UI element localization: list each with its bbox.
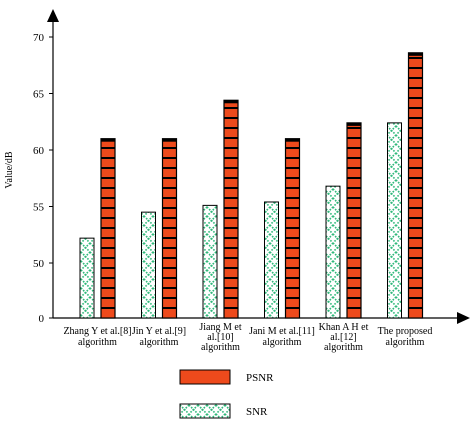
y-tick-label: 55: [33, 202, 45, 214]
bar-snr-6: [387, 122, 402, 319]
bar-psnr-cap: [101, 138, 115, 142]
category-label-line: The proposed: [378, 326, 433, 337]
category-label-line: algorithm: [78, 337, 117, 348]
category-label-line: algorithm: [386, 337, 425, 348]
category-label: Zhang Y et al.[8] algorithm: [63, 326, 131, 348]
category-label-line: al.[10]: [207, 332, 233, 343]
category-label-line: algorithm: [324, 342, 363, 353]
category-label-line: algorithm: [201, 342, 240, 353]
bar-snr-3: [202, 204, 218, 319]
category-label-line: Jiang M et: [199, 322, 241, 333]
x-axis-arrow-icon: [457, 312, 470, 324]
bar-snr-1: [79, 237, 95, 319]
bar-snr-4: [264, 201, 279, 319]
category-label: Khan A H et al.[12] algorithm: [319, 322, 369, 353]
y-axis-arrow-icon: [47, 9, 59, 22]
legend-swatch-snr: [179, 403, 231, 419]
category-label-line: algorithm: [263, 337, 302, 348]
y-tick-label: 60: [33, 145, 45, 157]
y-tick-label: 0: [39, 313, 45, 325]
category-label-line: Jin Y et al.[9]: [132, 326, 186, 337]
category-label-line: Zhang Y et al.[8]: [63, 326, 131, 337]
bar-psnr-cap: [224, 100, 238, 104]
bar-snr-5: [325, 185, 341, 319]
y-axis-label: Value/dB: [4, 151, 15, 189]
category-label-line: al.[12]: [330, 332, 356, 343]
bar-psnr-cap: [285, 138, 300, 142]
category-label-line: Jani M et al.[11]: [249, 326, 315, 337]
bar-psnr-cap: [408, 52, 423, 56]
y-tick-label: 65: [33, 89, 45, 101]
category-label-line: algorithm: [140, 337, 179, 348]
category-label: Jiang M et al.[10] algorithm: [199, 322, 241, 353]
bar-psnr-cap: [347, 122, 361, 126]
y-tick-label: 70: [33, 32, 45, 44]
y-tick-label: 50: [33, 258, 45, 270]
bar-snr-2: [141, 211, 156, 319]
legend-label-snr: SNR: [246, 406, 268, 418]
bar-psnr-cap: [162, 138, 177, 142]
y-ticks: 0 50 55 60 65 70: [33, 32, 53, 325]
legend: PSNR SNR: [179, 369, 274, 419]
category-label-line: Khan A H et: [319, 322, 369, 333]
bars: [79, 52, 424, 319]
legend-label-psnr: PSNR: [246, 372, 274, 384]
bar-psnr-3: [223, 99, 239, 319]
category-label: The proposed algorithm: [378, 326, 433, 348]
category-label: Jin Y et al.[9] algorithm: [132, 326, 186, 348]
legend-swatch-psnr: [179, 369, 231, 385]
y-axis: [47, 9, 59, 318]
category-label: Jani M et al.[11] algorithm: [249, 326, 315, 348]
